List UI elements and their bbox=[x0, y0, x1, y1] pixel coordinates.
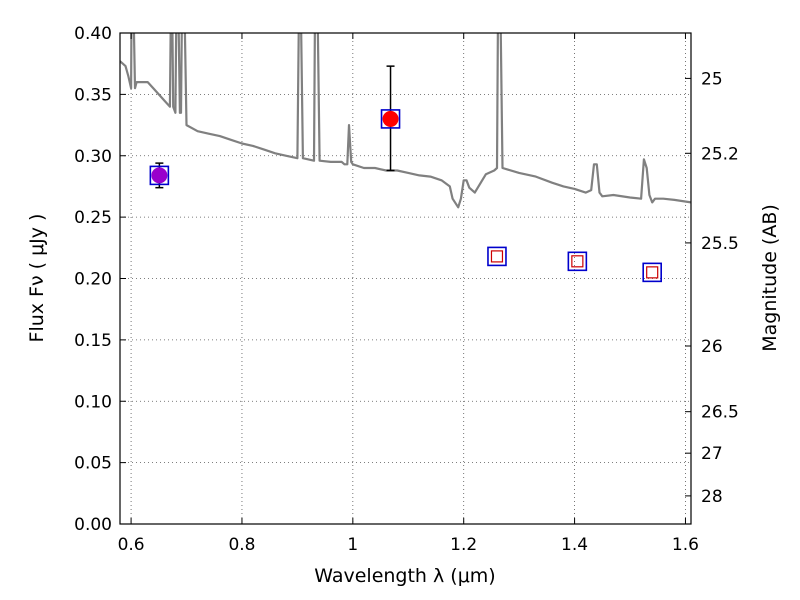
y-tick-label: 0.30 bbox=[74, 147, 112, 167]
right-tick-label: 28 bbox=[701, 487, 723, 507]
right-tick-label: 27 bbox=[701, 444, 723, 464]
y-axis-title: Flux Fν ( μJy ) bbox=[26, 214, 48, 343]
y-tick-label: 0.00 bbox=[74, 515, 112, 535]
y-tick-label: 0.20 bbox=[74, 270, 112, 290]
data-point bbox=[151, 167, 168, 184]
right-tick-label: 26.5 bbox=[701, 403, 739, 423]
small-red-square bbox=[646, 266, 659, 279]
x-tick-label: 1.4 bbox=[561, 535, 588, 555]
data-point bbox=[382, 110, 399, 127]
y-tick-label: 0.25 bbox=[74, 208, 112, 228]
right-axis-title: Magnitude (AB) bbox=[759, 204, 781, 352]
marker-layer bbox=[149, 65, 662, 283]
y-tick-label: 0.15 bbox=[74, 331, 112, 351]
model-square-marker bbox=[487, 246, 507, 267]
y-tick-label: 0.10 bbox=[74, 392, 112, 412]
x-axis-title: Wavelength λ (μm) bbox=[314, 565, 495, 587]
right-tick-label: 25.2 bbox=[701, 144, 739, 164]
model-square-marker bbox=[642, 262, 662, 283]
small-red-square bbox=[490, 250, 504, 263]
spectrum-layer bbox=[120, 33, 691, 209]
y-tick-label: 0.35 bbox=[74, 85, 112, 105]
x-tick-label: 1.6 bbox=[672, 535, 699, 555]
x-tick-label: 1 bbox=[347, 535, 358, 555]
right-tick-label: 25 bbox=[701, 69, 723, 89]
ticks: 0.6 0.8 1 1.2 1.4 1.6 0.00 0.05 0.10 0.15 0.20 0.25… bbox=[74, 24, 739, 555]
x-tick-label: 0.8 bbox=[228, 535, 255, 555]
x-tick-label: 0.6 bbox=[118, 535, 145, 555]
model-square-marker bbox=[567, 251, 588, 272]
x-tick-label: 1.2 bbox=[450, 535, 477, 555]
y-tick-label: 0.40 bbox=[74, 24, 112, 44]
model-square-marker bbox=[380, 109, 401, 129]
right-tick-label: 26 bbox=[701, 337, 723, 357]
y-tick-label: 0.05 bbox=[74, 454, 112, 474]
small-red-square bbox=[571, 255, 584, 268]
right-tick-label: 25.5 bbox=[701, 234, 739, 254]
spectrum-line bbox=[120, 33, 691, 209]
model-square-marker bbox=[149, 165, 170, 186]
